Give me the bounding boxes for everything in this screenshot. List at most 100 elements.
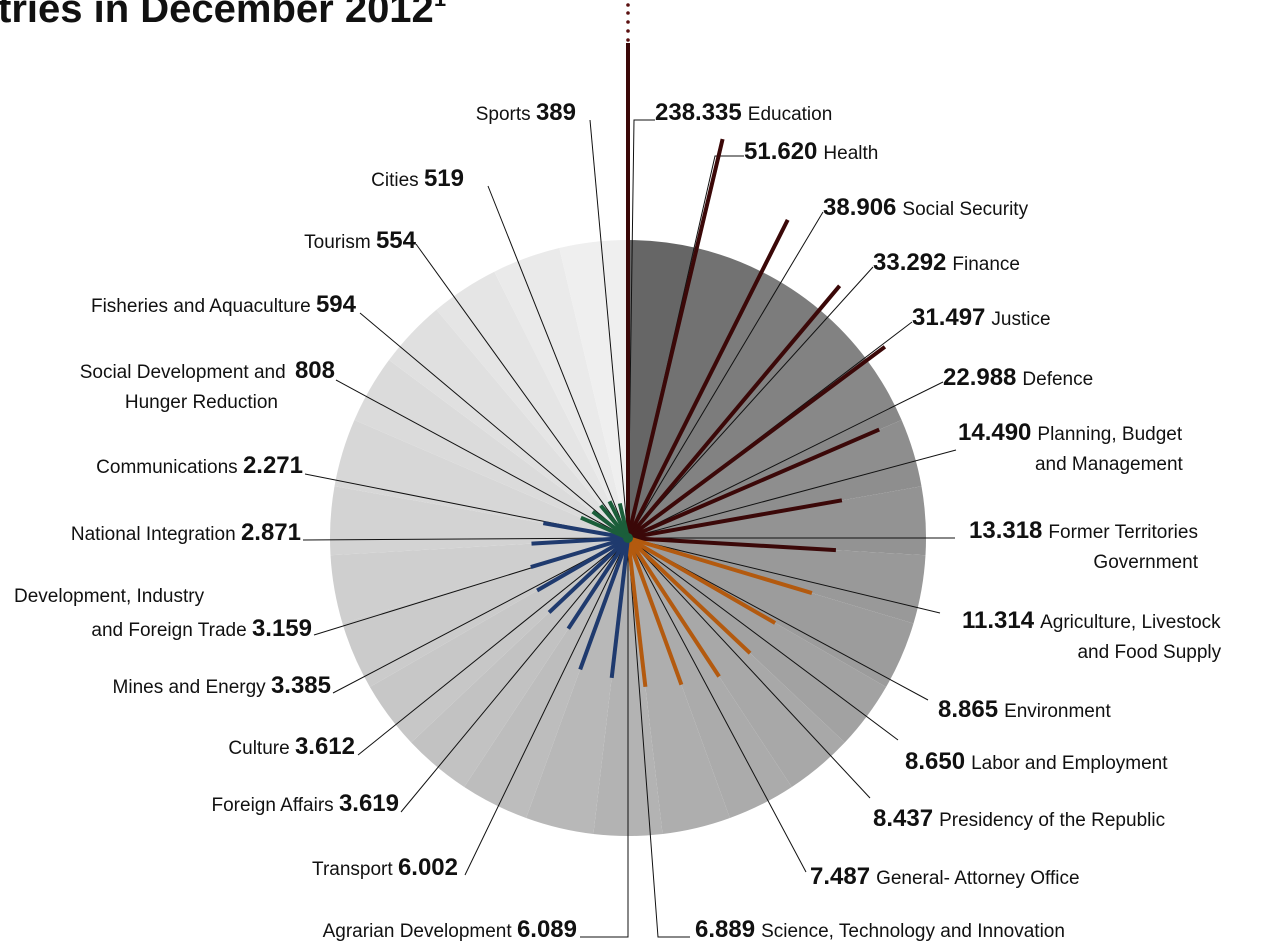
leader-line-sports xyxy=(589,119,629,539)
category-label: Health xyxy=(823,143,878,164)
category-label: Communications xyxy=(96,457,243,478)
label-text-social-security: 38.906 Social Security xyxy=(823,194,1029,221)
category-label: and Foreign Trade xyxy=(91,620,252,641)
label-presidency-of-the-republic: 8.437 Presidency of the Republic xyxy=(873,805,1165,832)
leader-line-presidency-of-the-republic xyxy=(627,537,871,799)
category-label: Science, Technology and Innovation xyxy=(761,921,1065,942)
label-text-development-industry-and-foreign-trade: and Foreign Trade 3.159 xyxy=(91,615,312,642)
label-text-environment: 8.865 Environment xyxy=(938,696,1111,723)
overflow-dots xyxy=(626,3,630,42)
label-text-cities: Cities 519 xyxy=(371,165,464,192)
spike-agriculture-livestock-and-food-supply xyxy=(627,536,813,596)
spike-science-technology-and-innovation xyxy=(626,537,648,688)
value-label: 238.335 xyxy=(655,99,742,126)
value-label: 3.619 xyxy=(339,790,399,817)
label-mines-and-energy: Mines and Energy 3.385 xyxy=(113,672,331,699)
spike-communications xyxy=(542,521,629,540)
label-communications: Communications 2.271 xyxy=(96,452,303,479)
spike-presidency-of-the-republic xyxy=(626,536,721,678)
category-label: Social Security xyxy=(902,199,1028,220)
data-spikes xyxy=(530,43,887,688)
leader-line-agrarian-development xyxy=(580,538,629,938)
value-label: 519 xyxy=(424,165,464,192)
label-text-sports: Sports 389 xyxy=(476,99,576,126)
value-label: 22.988 xyxy=(943,364,1016,391)
category-label: Culture xyxy=(228,738,295,759)
category-label: Education xyxy=(748,104,833,125)
spike-health xyxy=(626,138,725,539)
category-label: Agrarian Development xyxy=(323,921,517,942)
category-label: Cities xyxy=(371,170,424,191)
category-label-line2: Hunger Reduction xyxy=(125,392,278,413)
leader-line-finance xyxy=(627,266,874,539)
leader-line-transport xyxy=(464,537,629,876)
value-label: 6.002 xyxy=(398,854,458,881)
chart-title-superscript: 1 xyxy=(434,0,446,11)
background-wedge-sports xyxy=(559,239,628,538)
value-label: 38.906 xyxy=(823,194,896,221)
value-label: 554 xyxy=(376,227,417,254)
label-text-health: 51.620 Health xyxy=(744,138,878,165)
label-former-territories-government: 13.318 Former Territories Government xyxy=(969,517,1199,573)
value-label: 6.089 xyxy=(517,916,577,943)
value-label: 7.487 xyxy=(810,863,870,890)
value-label: 2.871 xyxy=(241,519,301,546)
label-text-labor-and-employment: 8.650 Labor and Employment xyxy=(905,748,1168,775)
spike-former-territories-government xyxy=(627,536,837,553)
value-label: 3.612 xyxy=(295,733,355,760)
value-label: 31.497 xyxy=(912,304,985,331)
value-label: 594 xyxy=(316,291,357,318)
value-label: 51.620 xyxy=(744,138,817,165)
label-text-finance: 33.292 Finance xyxy=(873,249,1020,276)
label-text-education: 238.335 Education xyxy=(655,99,832,126)
label-culture: Culture 3.612 xyxy=(228,733,355,760)
leader-line-agriculture-livestock-and-food-supply xyxy=(627,537,941,614)
spike-agrarian-development xyxy=(609,537,630,679)
leader-line-culture xyxy=(357,537,629,756)
label-text-general-attorney-office: 7.487 General- Attorney Office xyxy=(810,863,1080,890)
label-text-agriculture-livestock-and-food-supply: 11.314 Agriculture, Livestock xyxy=(962,607,1221,634)
leader-line-general-attorney-office xyxy=(627,537,807,873)
background-wedge-fisheries-and-aquaculture xyxy=(389,309,628,538)
value-label: 8.865 xyxy=(938,696,998,723)
slice-labels: 238.335 Education 51.620 Health 38.906 Social… xyxy=(14,99,1222,943)
label-sports: Sports 389 xyxy=(476,99,576,126)
label-text-foreign-affairs: Foreign Affairs 3.619 xyxy=(212,790,400,817)
category-label: Finance xyxy=(952,254,1020,275)
chart-title-text: tries in December 2012 xyxy=(0,0,434,31)
spike-planning-budget-and-management xyxy=(627,498,843,540)
value-label: 11.314 xyxy=(962,607,1035,634)
leader-line-mines-and-energy xyxy=(332,537,629,694)
leader-line-science-technology-and-innovation xyxy=(627,537,690,938)
background-wedge-agriculture-livestock-and-food-supply xyxy=(628,538,914,687)
label-science-technology-and-innovation: 6.889 Science, Technology and Innovation xyxy=(695,916,1065,943)
spike-general-attorney-office xyxy=(626,537,684,686)
category-label: Fisheries and Aquaculture xyxy=(91,296,316,317)
category-label: Defence xyxy=(1022,369,1093,390)
background-wedge-communications xyxy=(334,420,628,538)
category-label: Planning, Budget xyxy=(1037,424,1182,445)
label-cities: Cities 519 xyxy=(371,165,464,192)
label-text-justice: 31.497 Justice xyxy=(912,304,1051,331)
value-label: 8.437 xyxy=(873,805,933,832)
chart-title: tries in December 20121 xyxy=(0,0,446,31)
label-defence: 22.988 Defence xyxy=(943,364,1093,391)
value-label: 3.385 xyxy=(271,672,331,699)
category-label: Labor and Employment xyxy=(971,753,1168,774)
spike-environment xyxy=(626,536,777,625)
spike-mines-and-energy xyxy=(536,536,630,593)
label-text-presidency-of-the-republic: 8.437 Presidency of the Republic xyxy=(873,805,1165,832)
label-national-integration: National Integration 2.871 xyxy=(71,519,301,546)
leader-line-defence xyxy=(627,381,944,539)
label-text-former-territories-government: 13.318 Former Territories xyxy=(969,517,1198,544)
leader-line-fisheries-and-aquaculture xyxy=(359,312,629,539)
category-label: Justice xyxy=(991,309,1050,330)
label-text-national-integration: National Integration 2.871 xyxy=(71,519,301,546)
value-label: 808 xyxy=(295,357,335,384)
overflow-dot xyxy=(626,3,630,7)
category-label-line2: and Management xyxy=(1035,454,1184,475)
category-label: National Integration xyxy=(71,524,241,545)
spike-sports xyxy=(617,502,630,539)
category-label: Foreign Affairs xyxy=(212,795,339,816)
